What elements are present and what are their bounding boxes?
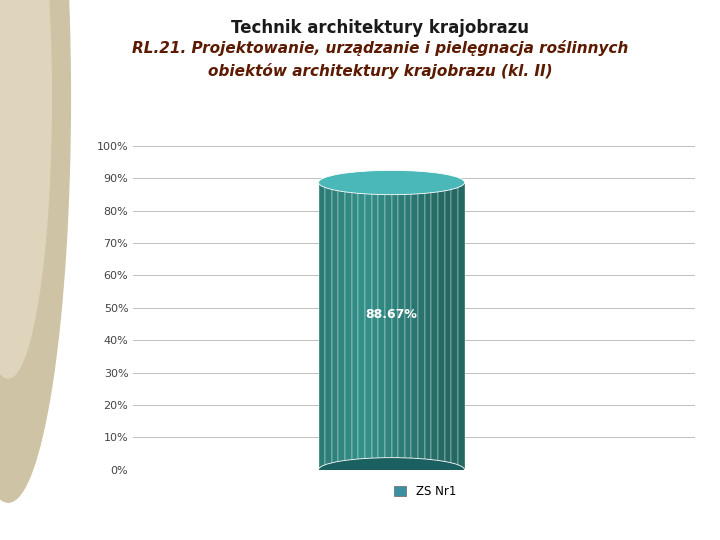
- Bar: [372, 183, 378, 470]
- Text: 88.67%: 88.67%: [366, 308, 418, 321]
- Bar: [438, 183, 445, 470]
- Bar: [365, 183, 372, 470]
- Bar: [332, 183, 338, 470]
- Bar: [425, 183, 431, 470]
- Bar: [405, 183, 411, 470]
- Bar: [445, 183, 451, 470]
- Bar: [418, 183, 425, 470]
- Bar: [351, 183, 359, 470]
- Text: RL.21. Projektowanie, urządzanie i pielęgnacja roślinnych: RL.21. Projektowanie, urządzanie i pielę…: [132, 40, 629, 57]
- Bar: [385, 183, 392, 470]
- Circle shape: [0, 0, 71, 502]
- Bar: [458, 183, 464, 470]
- Legend: ZS Nr1: ZS Nr1: [390, 481, 461, 503]
- Bar: [392, 183, 398, 470]
- Text: Technik architektury krajobrazu: Technik architektury krajobrazu: [231, 19, 529, 37]
- Bar: [325, 183, 332, 470]
- Text: obiektów architektury krajobrazu (kl. II): obiektów architektury krajobrazu (kl. II…: [208, 63, 553, 79]
- Ellipse shape: [318, 457, 464, 482]
- Ellipse shape: [318, 170, 464, 194]
- Bar: [359, 183, 365, 470]
- Bar: [378, 183, 385, 470]
- Bar: [338, 183, 345, 470]
- Bar: [345, 183, 351, 470]
- Bar: [431, 183, 438, 470]
- Bar: [318, 183, 325, 470]
- Bar: [451, 183, 458, 470]
- Bar: [398, 183, 405, 470]
- Bar: [411, 183, 418, 470]
- Circle shape: [0, 0, 51, 378]
